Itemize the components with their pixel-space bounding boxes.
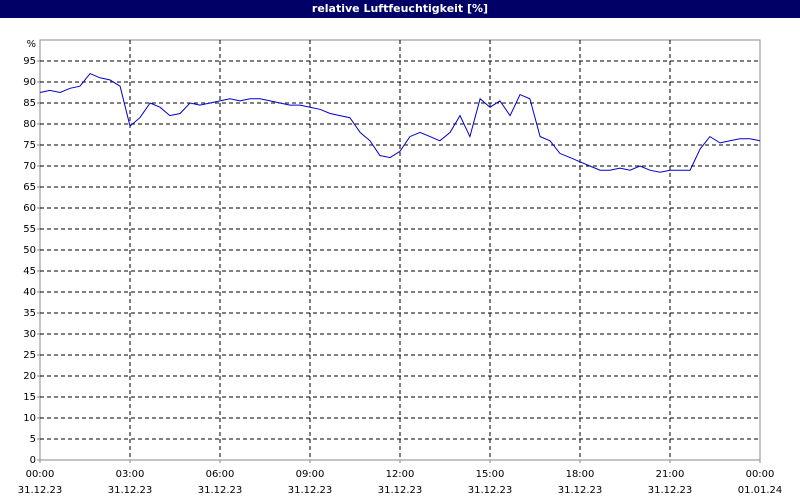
- x-tick-label: 00:00: [746, 469, 775, 480]
- y-tick-label: 40: [23, 287, 36, 298]
- x-tick-date: 01.01.24: [738, 485, 783, 496]
- x-tick-date: 31.12.23: [648, 485, 693, 496]
- y-tick-label: 90: [23, 77, 36, 88]
- x-tick-date: 31.12.23: [288, 485, 333, 496]
- y-tick-label: 80: [23, 119, 36, 130]
- y-tick-label: 30: [23, 329, 36, 340]
- x-tick-date: 31.12.23: [198, 485, 243, 496]
- title-bar: [0, 0, 800, 18]
- data-line: [39, 72, 761, 173]
- y-tick-label: 20: [23, 371, 36, 382]
- y-tick-label: 95: [23, 56, 36, 67]
- x-tick-label: 03:00: [116, 469, 145, 480]
- y-tick-label: 85: [23, 98, 36, 109]
- y-tick-label: 65: [23, 182, 36, 193]
- x-tick-label: 15:00: [476, 469, 505, 480]
- x-tick-label: 09:00: [296, 469, 325, 480]
- x-tick-date: 31.12.23: [378, 485, 423, 496]
- y-tick-label: 70: [23, 161, 36, 172]
- chart-title: relative Luftfeuchtigkeit [%]: [312, 2, 488, 15]
- x-tick-label: 12:00: [386, 469, 415, 480]
- y-tick-label: 25: [23, 350, 36, 361]
- x-tick-label: 00:00: [26, 469, 55, 480]
- x-tick-date: 31.12.23: [558, 485, 603, 496]
- y-tick-label: 10: [23, 413, 36, 424]
- y-tick-label: 15: [23, 392, 36, 403]
- y-tick-label: 45: [23, 266, 36, 277]
- x-tick-date: 31.12.23: [468, 485, 513, 496]
- x-tick-label: 21:00: [656, 469, 685, 480]
- y-tick-label: 5: [30, 434, 36, 445]
- y-tick-label: 75: [23, 140, 36, 151]
- x-tick-date: 31.12.23: [108, 485, 153, 496]
- y-axis-label: %: [26, 39, 36, 50]
- x-tick-label: 18:00: [566, 469, 595, 480]
- x-tick-label: 06:00: [206, 469, 235, 480]
- y-tick-label: 35: [23, 308, 36, 319]
- y-tick-label: 60: [23, 203, 36, 214]
- y-tick-label: 55: [23, 224, 36, 235]
- x-tick-date: 31.12.23: [18, 485, 63, 496]
- y-tick-label: 0: [30, 455, 36, 466]
- y-tick-label: 50: [23, 245, 36, 256]
